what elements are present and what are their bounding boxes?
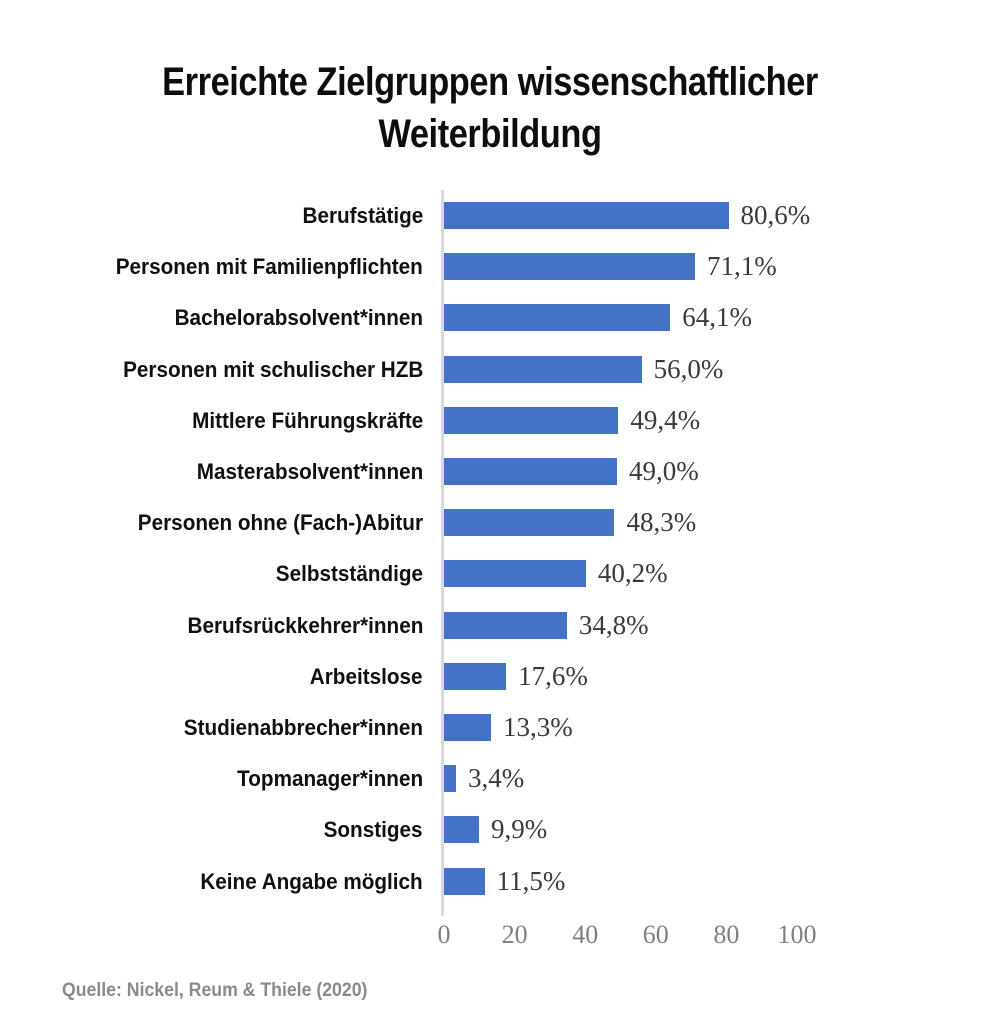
bar-row: Mittlere Führungskräfte 49,4% (0, 395, 998, 446)
category-label: Topmanager*innen (237, 766, 423, 792)
bar-value-label: 71,1% (706, 251, 777, 282)
bar-row: Masterabsolvent*innen 49,0% (0, 446, 998, 497)
category-label: Studienabbrecher*innen (183, 715, 423, 740)
category-label: Masterabsolvent*innen (196, 459, 423, 484)
bar-track: 71,1% (444, 241, 777, 292)
category-label: Berufstätige (302, 203, 423, 228)
category-label: Mittlere Führungskräfte (191, 407, 423, 433)
bar-track: 64,1% (444, 292, 752, 343)
category-label: Personen mit Familienpflichten (115, 254, 423, 280)
bar-value-label: 56,0% (653, 353, 724, 384)
source-note: Quelle: Nickel, Reum & Thiele (2020) (62, 980, 368, 1001)
bar-value-label: 11,5% (496, 865, 566, 896)
bar[interactable] (444, 406, 619, 434)
bar-track: 9,9% (444, 804, 547, 855)
bar-track: 17,6% (444, 651, 588, 702)
category-label: Keine Angabe möglich (200, 868, 423, 894)
bar-row: Studienabbrecher*innen 13,3% (0, 702, 998, 753)
bar-track: 3,4% (444, 753, 524, 804)
x-axis: 0 20 40 60 80 100 (0, 922, 998, 962)
x-axis-tick-label: 0 (437, 920, 451, 949)
bar[interactable] (444, 867, 485, 895)
x-axis-tick-label: 100 (777, 920, 817, 949)
bar-row: Personen mit schulischer HZB 56,0% (0, 344, 998, 395)
bar[interactable] (444, 662, 507, 690)
bar[interactable] (444, 458, 617, 485)
bar[interactable] (444, 509, 615, 537)
bar-value-label: 34,8% (578, 609, 649, 640)
x-axis-tick-label: 80 (713, 920, 740, 949)
bar-track: 49,0% (444, 446, 699, 497)
y-axis-line (441, 190, 444, 916)
x-axis-tick-label: 40 (572, 920, 599, 949)
bar-track: 48,3% (444, 497, 696, 548)
bar-row: Personen mit Familienpflichten 71,1% (0, 241, 998, 292)
category-label: Berufsrückkehrer*innen (187, 612, 423, 638)
category-label: Personen ohne (Fach-)Abitur (137, 510, 423, 536)
bar[interactable] (444, 355, 642, 383)
bar[interactable] (444, 202, 729, 229)
bar-value-label: 49,0% (628, 456, 699, 486)
bar-value-label: 49,4% (630, 404, 701, 435)
bar-value-label: 48,3% (626, 507, 697, 538)
bar[interactable] (444, 253, 695, 281)
bar-track: 49,4% (444, 395, 700, 446)
bar-track: 34,8% (444, 600, 649, 651)
bar-track: 13,3% (444, 702, 573, 753)
category-label: Selbstständige (275, 561, 423, 587)
bar-track: 56,0% (444, 344, 723, 395)
category-label: Personen mit schulischer HZB (122, 356, 423, 382)
bar-track: 40,2% (444, 548, 668, 599)
bar-row: Personen ohne (Fach-)Abitur 48,3% (0, 497, 998, 548)
bar-row: Bachelorabsolvent*innen 64,1% (0, 292, 998, 343)
bar-value-label: 9,9% (490, 814, 548, 845)
bar-row: Berufsrückkehrer*innen 34,8% (0, 600, 998, 651)
chart-plot-area: Berufstätige 80,6% Personen mit Familienpf… (0, 190, 998, 918)
x-axis-tick-label: 20 (501, 920, 528, 949)
bar-row: Sonstiges 9,9% (0, 804, 998, 855)
x-axis-tick-label: 60 (642, 920, 669, 949)
bar-value-label: 13,3% (502, 712, 573, 742)
bar[interactable] (444, 560, 586, 588)
bar-row: Topmanager*innen 3,4% (0, 753, 998, 804)
bar[interactable] (444, 765, 456, 793)
bar-value-label: 40,2% (597, 558, 668, 589)
category-label: Bachelorabsolvent*innen (174, 305, 423, 331)
bar[interactable] (444, 304, 671, 332)
bar-track: 11,5% (444, 856, 565, 907)
bar-value-label: 3,4% (468, 763, 525, 794)
page-title: Erreichte Zielgruppen wissenschaftlicher… (162, 60, 818, 156)
category-label: Sonstiges (324, 817, 423, 843)
bar[interactable] (444, 714, 491, 741)
bar[interactable] (444, 816, 479, 844)
bar[interactable] (444, 611, 567, 639)
bar-row: Selbstständige 40,2% (0, 548, 998, 599)
bar-value-label: 80,6% (740, 200, 811, 230)
category-label: Arbeitslose (310, 663, 423, 689)
bar-value-label: 17,6% (518, 660, 588, 691)
bar-row: Berufstätige 80,6% (0, 190, 998, 241)
bar-track: 80,6% (444, 190, 810, 241)
bar-value-label: 64,1% (682, 302, 753, 333)
bar-row: Keine Angabe möglich 11,5% (0, 856, 998, 907)
bar-row: Arbeitslose 17,6% (0, 651, 998, 702)
